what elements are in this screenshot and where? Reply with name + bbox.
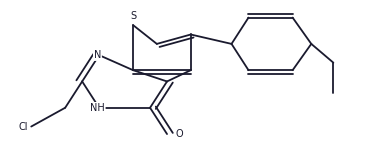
Text: Cl: Cl: [18, 121, 28, 132]
Text: N: N: [94, 50, 101, 60]
Text: O: O: [176, 129, 183, 139]
Text: S: S: [130, 11, 136, 21]
Text: NH: NH: [90, 103, 105, 113]
